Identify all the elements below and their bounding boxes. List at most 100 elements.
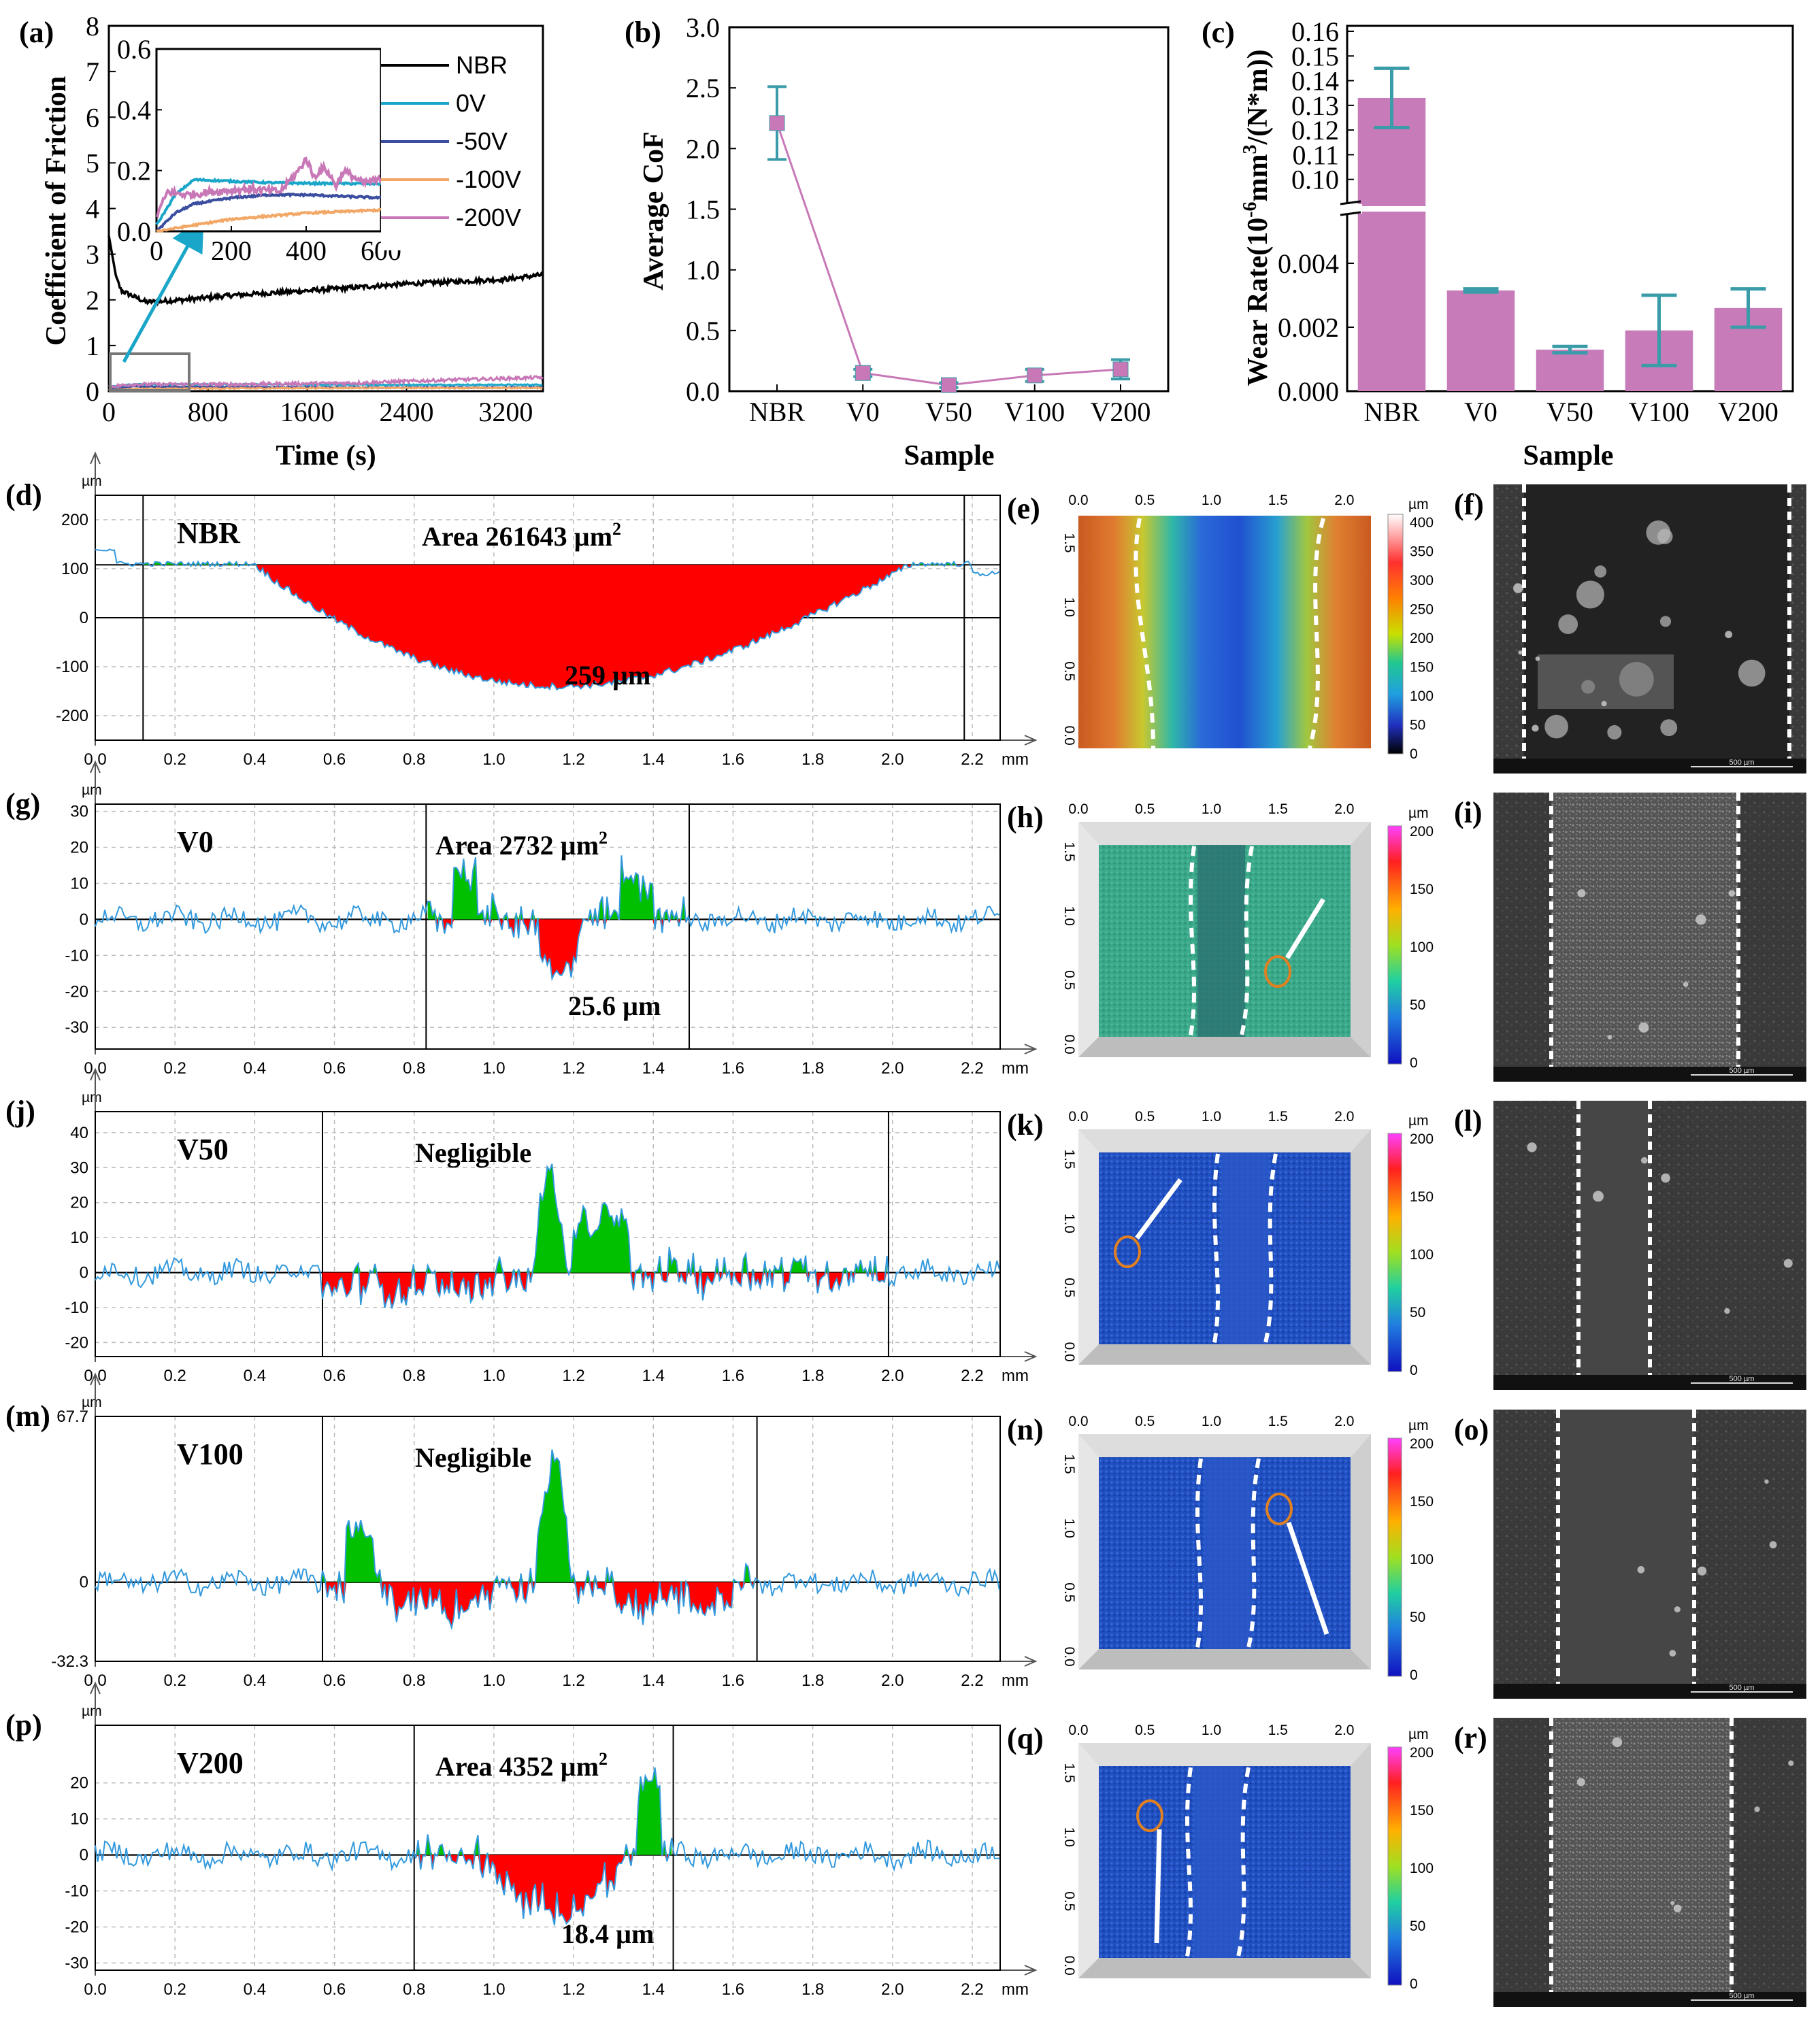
y-tick-label: -10 (65, 1882, 88, 1901)
y-tick-label: 0.0 (1061, 1342, 1077, 1362)
x-tick-label: 0.4 (244, 1980, 266, 1999)
x-tick-label: 1.2 (562, 1672, 584, 1690)
x-tick-label: 0.0 (1068, 801, 1088, 817)
scale-tick-label: 150 (1410, 660, 1434, 676)
panel-label: (j) (5, 1095, 35, 1128)
x-tick-label: 0.8 (403, 1367, 425, 1385)
x-tick-label: 0.5 (1135, 1109, 1155, 1125)
panel-a-xlabel: Time (s) (276, 440, 376, 471)
panel-label: (r) (1454, 1721, 1487, 1755)
scale-tick-label: 150 (1410, 1494, 1434, 1510)
debris-particle (1544, 714, 1568, 739)
wear-area (435, 919, 689, 979)
x-tick-label: 1.0 (1202, 1109, 1221, 1125)
panel-c-ylabel: Wear Rate(10-6mm3/(N*m)) (1240, 50, 1274, 386)
inset-line--100V (156, 207, 382, 233)
profile-panel-m: (m) µm0.0 0.2 0.4 0.6 0.8 1.0 1.2 1.4 1.6 1.8 2.0 2.… (5, 1372, 1038, 1690)
ylabel-main: Wear Rate(10 (1242, 218, 1274, 386)
area-value: Area 2732 µm (435, 830, 599, 861)
profile-curve (95, 1767, 999, 1926)
zoom-arrow (122, 216, 204, 363)
scale-unit: µm (1408, 497, 1429, 512)
sample-name: V0 (177, 825, 214, 859)
scale-tick-label: 0 (1410, 1976, 1418, 1992)
color-scale (1387, 825, 1402, 1065)
surface-particle (1607, 1035, 1612, 1040)
x-tick-label: 1.5 (1268, 1723, 1288, 1738)
scale-tick-label: 50 (1410, 1305, 1425, 1320)
scale-tick-label: 200 (1410, 824, 1434, 840)
x-tick-label: 1.4 (642, 1672, 665, 1690)
sem-image-i: 500 µm (i) (1454, 793, 1806, 1082)
surface-particle (1535, 656, 1540, 661)
panel-c-marks (1349, 66, 1791, 391)
inset-series (155, 156, 382, 233)
surface-particle (1764, 1479, 1769, 1484)
sample-name: V50 (177, 1133, 229, 1166)
surface-map-q: (q) 0.0 0.5 1.0 1.5 2.0 1.5 1.0 0.5 0.0 µm 200 150 10… (1007, 1722, 1434, 1992)
data-point (941, 377, 957, 393)
area-sup: 2 (599, 1749, 608, 1769)
legend-label: 0V (456, 89, 486, 117)
scale-bar-label: 500 µm (1730, 759, 1755, 767)
x-tick-label: 0.5 (1135, 801, 1155, 817)
surface-particle (1612, 1737, 1623, 1748)
scale-tick-label: 0 (1410, 1055, 1418, 1071)
data-point (855, 365, 871, 381)
x-tick-label: 2.0 (1334, 1109, 1354, 1125)
x-tick-label: 0.8 (403, 1059, 425, 1078)
x-tick-label: 1.6 (722, 1672, 744, 1690)
area-text: Area 4352 µm2 (435, 1749, 608, 1782)
debris-particle (1558, 614, 1578, 634)
y-tick-label: 0 (80, 1264, 88, 1282)
panel-a: (a) Coefficient of Friction Time (s) 0 1 2… (19, 11, 544, 471)
x-tick-label: 1.4 (642, 1059, 665, 1078)
y-tick-label: 0.13 (1291, 90, 1339, 121)
y-tick-label: 0.14 (1291, 66, 1339, 97)
panel-b-xticks: NBR V0 V50 V100 V200 (749, 384, 1151, 427)
bar (1357, 97, 1426, 391)
panel-label: (p) (5, 1708, 42, 1742)
data-point (1027, 367, 1043, 384)
y-tick-label: 1.5 (1061, 533, 1077, 552)
x-tick-label: 0.2 (163, 1672, 186, 1690)
panel-c-xlabel: Sample (1523, 440, 1613, 471)
x-tick-label: 800 (188, 397, 229, 427)
track-edge-left (1212, 1153, 1220, 1344)
y-tick-label: 0.15 (1291, 41, 1339, 71)
wear-track (1221, 1152, 1269, 1344)
panel-label: (f) (1454, 488, 1484, 521)
area-text: Negligible (415, 1137, 531, 1168)
y-tick-label: 0.5 (686, 316, 720, 346)
x-tick-label: NBR (1363, 397, 1420, 427)
scale-tick-label: 350 (1410, 544, 1434, 560)
y-tick-label: -10 (65, 946, 88, 965)
x-tick-label: 1.2 (562, 750, 584, 769)
max-depth-text: 259 µm (565, 660, 650, 691)
y-tick-label: 0.5 (1061, 1891, 1077, 1911)
ylabel-sup2: 3 (1240, 144, 1261, 154)
box-bottom-wall (1078, 1344, 1371, 1365)
y-tick-label: -20 (65, 982, 88, 1001)
surface-particle (1532, 725, 1539, 732)
inset-line--200V (155, 156, 382, 218)
y-tick-label: 0.0 (686, 376, 720, 407)
x-tick-label: 1.2 (562, 1367, 584, 1385)
y-tick-label: 2 (86, 285, 99, 316)
x-tick-label: V50 (925, 397, 972, 427)
panel-c-xticks: NBR V0 V50 V100 V200 (1363, 397, 1778, 427)
inset-y-tick-label: 0.0 (117, 216, 151, 247)
info-bar (1493, 1067, 1806, 1082)
unit-label: µm (82, 1703, 102, 1719)
box-left-wall (1078, 1434, 1099, 1669)
x-tick-label: 1.5 (1268, 801, 1288, 817)
x-tick-label: 0.2 (163, 1059, 186, 1078)
axis-break-mark (1340, 200, 1361, 205)
inset-x-tick-label: 0 (150, 235, 163, 266)
surface-particle (1518, 650, 1523, 655)
y-tick-label: 30 (70, 803, 88, 821)
panel-label: (q) (1007, 1722, 1044, 1755)
track-edge-right (1263, 1153, 1278, 1344)
scale-unit: µm (1408, 1418, 1429, 1433)
x-tick-label: 1.6 (722, 750, 744, 769)
